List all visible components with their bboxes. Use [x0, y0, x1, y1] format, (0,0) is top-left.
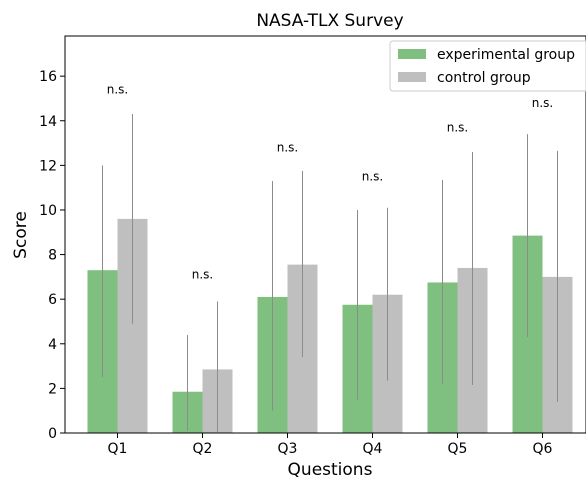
y-tick-label: 8 [48, 248, 57, 264]
x-tick-label-q2: Q2 [193, 441, 213, 457]
legend-box [389, 40, 586, 92]
y-tick-label: 16 [39, 69, 57, 85]
y-tick-label: 10 [39, 203, 57, 219]
annotation-ns-q3: n.s. [277, 141, 299, 155]
y-tick-label: 0 [48, 426, 57, 442]
annotation-ns-q1: n.s. [107, 83, 129, 97]
y-tick-label: 6 [48, 292, 57, 308]
legend-label-experimental: experimental group [437, 47, 575, 63]
plot-frame [64, 35, 586, 434]
plot-area: n.s. n.s. n.s. n.s. n.s. n.s. [87, 83, 573, 433]
x-tick-label-q6: Q6 [533, 441, 553, 457]
annotation-ns-q2: n.s. [192, 268, 214, 282]
annotation-ns-q5: n.s. [447, 120, 469, 134]
x-tick-label-q5: Q5 [448, 441, 468, 457]
x-tick-label-q4: Q4 [363, 441, 383, 457]
y-tick-label: 12 [39, 158, 57, 174]
legend: experimental group control group [389, 40, 586, 92]
y-tick-label: 14 [39, 114, 57, 130]
y-tick-label: 2 [48, 381, 57, 397]
legend-swatch-experimental [398, 49, 426, 59]
y-tick-label: 4 [48, 337, 57, 353]
x-axis: Q1 Q2 Q3 Q4 Q5 Q6 [108, 433, 553, 457]
y-axis-label: Score [11, 211, 31, 259]
legend-label-control: control group [437, 70, 531, 86]
annotation-ns-q4: n.s. [362, 170, 384, 184]
annotation-ns-q6: n.s. [532, 96, 554, 110]
x-axis-label: Questions [288, 460, 373, 480]
legend-swatch-control [398, 72, 426, 82]
x-tick-label-q1: Q1 [108, 441, 128, 457]
y-axis: 0 2 4 6 8 10 12 14 16 [39, 69, 65, 442]
x-tick-label-q3: Q3 [278, 441, 298, 457]
chart-title: NASA-TLX Survey [256, 11, 403, 31]
